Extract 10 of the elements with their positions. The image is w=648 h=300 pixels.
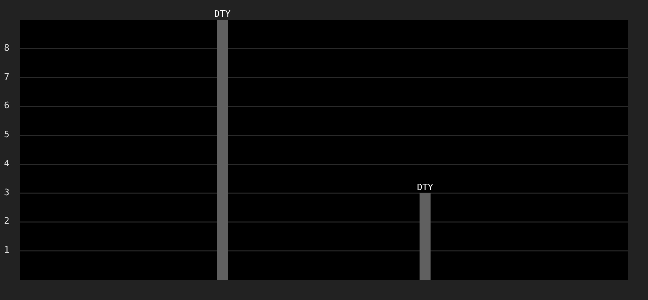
y-tick-label: 1 [4,246,10,256]
y-tick-label: 4 [4,159,10,170]
y-tick-label: 3 [4,188,10,198]
data-label: DTY [214,10,232,20]
y-tick-label: 6 [4,102,10,112]
y-tick-label: 7 [4,72,10,83]
y-tick-label: 5 [4,130,10,141]
y-tick-label: 2 [4,217,10,228]
y-tick-label: 8 [4,44,10,54]
data-label: DTY [417,183,434,194]
